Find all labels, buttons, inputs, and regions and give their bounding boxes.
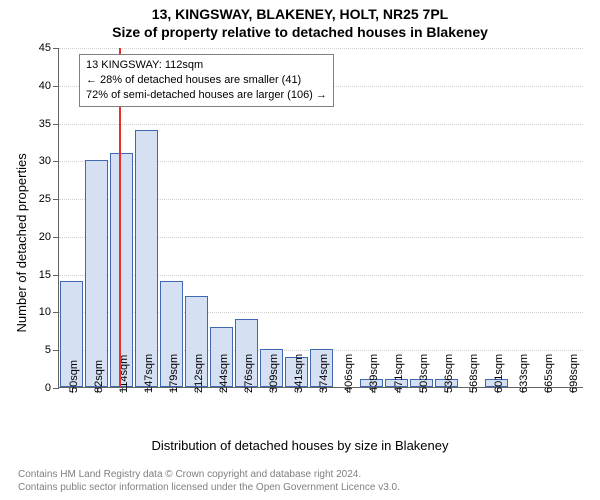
y-tick	[53, 312, 59, 313]
y-tick-label: 0	[45, 382, 51, 394]
x-tick-label: 374sqm	[318, 354, 330, 393]
gridline	[59, 48, 583, 49]
y-tick	[53, 388, 59, 389]
x-tick-label: 179sqm	[168, 354, 180, 393]
footer-line-1: Contains HM Land Registry data © Crown c…	[18, 468, 400, 481]
gridline	[59, 124, 583, 125]
footer-line-2: Contains public sector information licen…	[18, 481, 400, 494]
callout-line-1: 13 KINGSWAY: 112sqm	[86, 58, 327, 73]
y-tick-label: 45	[39, 42, 51, 54]
footer: Contains HM Land Registry data © Crown c…	[18, 468, 400, 494]
y-tick-label: 30	[39, 155, 51, 167]
x-tick-label: 244sqm	[218, 354, 230, 393]
title-sub: Size of property relative to detached ho…	[0, 24, 600, 40]
x-tick-label: 536sqm	[443, 354, 455, 393]
x-tick-label: 665sqm	[543, 354, 555, 393]
x-tick-label: 212sqm	[193, 354, 205, 393]
x-tick-label: 82sqm	[93, 360, 105, 393]
x-tick-label: 276sqm	[243, 354, 255, 393]
x-tick-label: 601sqm	[493, 354, 505, 393]
y-tick	[53, 275, 59, 276]
x-tick-label: 147sqm	[143, 354, 155, 393]
x-axis-label: Distribution of detached houses by size …	[0, 438, 600, 453]
histogram-bar	[110, 153, 133, 387]
marker-callout: 13 KINGSWAY: 112sqm← 28% of detached hou…	[79, 54, 334, 107]
callout-line-2: ← 28% of detached houses are smaller (41…	[86, 73, 327, 88]
y-tick-label: 15	[39, 269, 51, 281]
y-tick	[53, 350, 59, 351]
x-tick-label: 50sqm	[68, 360, 80, 393]
y-axis-label: Number of detached properties	[14, 153, 29, 332]
y-tick-label: 25	[39, 193, 51, 205]
histogram-bar	[135, 130, 158, 387]
y-tick	[53, 86, 59, 87]
plot: 05101520253035404550sqm82sqm114sqm147sqm…	[58, 48, 583, 388]
y-tick	[53, 199, 59, 200]
x-tick-label: 503sqm	[418, 354, 430, 393]
chart-area: Number of detached properties 0510152025…	[0, 40, 600, 440]
y-tick	[53, 161, 59, 162]
histogram-bar	[85, 160, 108, 387]
y-tick-label: 5	[45, 344, 51, 356]
y-tick	[53, 124, 59, 125]
x-tick-label: 406sqm	[343, 354, 355, 393]
x-tick-label: 633sqm	[518, 354, 530, 393]
x-tick-label: 439sqm	[368, 354, 380, 393]
y-tick-label: 10	[39, 306, 51, 318]
y-tick	[53, 237, 59, 238]
title-main: 13, KINGSWAY, BLAKENEY, HOLT, NR25 7PL	[0, 6, 600, 22]
x-tick-label: 698sqm	[568, 354, 580, 393]
callout-line-3: 72% of semi-detached houses are larger (…	[86, 88, 327, 103]
x-tick-label: 341sqm	[293, 354, 305, 393]
y-tick-label: 40	[39, 80, 51, 92]
x-tick-label: 309sqm	[268, 354, 280, 393]
x-tick-label: 471sqm	[393, 354, 405, 393]
y-tick	[53, 48, 59, 49]
y-tick-label: 35	[39, 118, 51, 130]
y-tick-label: 20	[39, 231, 51, 243]
x-tick-label: 568sqm	[468, 354, 480, 393]
